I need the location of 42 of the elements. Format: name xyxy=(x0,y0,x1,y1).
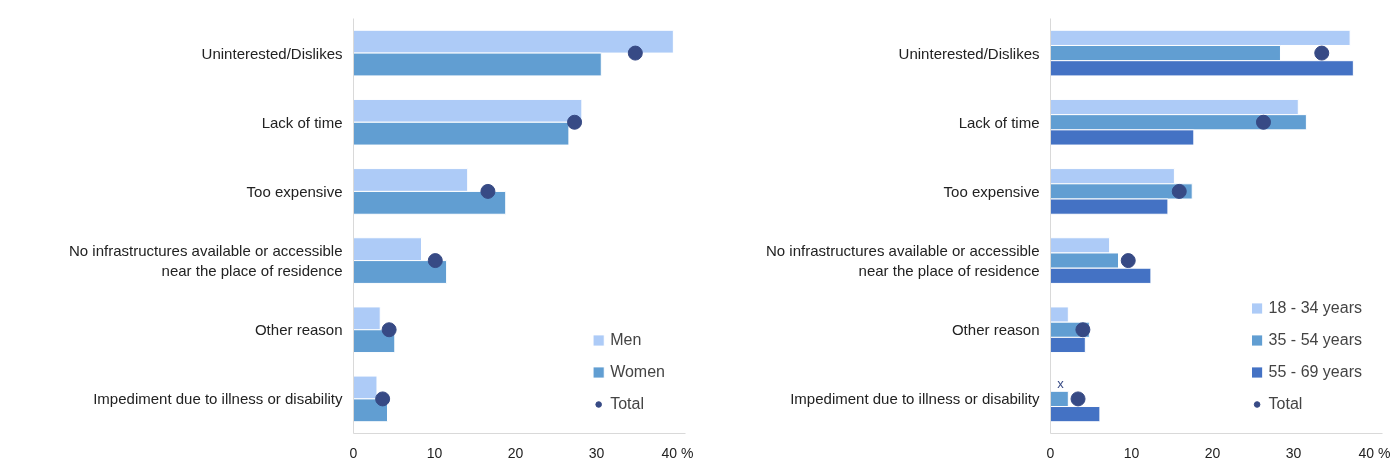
legend-label: 18 - 34 years xyxy=(1268,299,1362,317)
legend-label: 55 - 69 years xyxy=(1268,363,1362,381)
y-tick-label: Too expensive xyxy=(246,182,343,200)
y-tick-label: Too expensive xyxy=(943,182,1040,200)
y-tick-label: Impediment due to illness or disability xyxy=(790,390,1040,408)
x-tick-label: 10 xyxy=(1123,444,1140,461)
y-tick-label: Lack of time xyxy=(261,113,343,131)
point xyxy=(627,45,643,61)
y-tick-label: Uninterested/Dislikes xyxy=(898,44,1040,62)
x-tick-label: 30 xyxy=(588,444,605,461)
legend-label: Total xyxy=(610,395,644,413)
x-tick-label: 40 % xyxy=(661,444,694,461)
y-tick-label: Lack of time xyxy=(958,113,1040,131)
y-tick-label: Impediment due to illness or disability xyxy=(93,390,343,408)
y-tick-label: Other reason xyxy=(254,321,343,339)
x-tick-label: 40 % xyxy=(1358,444,1391,461)
legend-label: Women xyxy=(610,363,665,381)
legend-label: 35 - 54 years xyxy=(1268,331,1362,349)
point xyxy=(375,391,391,407)
point xyxy=(1314,45,1330,61)
point xyxy=(567,114,583,130)
legend-label: Total xyxy=(1268,395,1303,413)
x-tick-label: 0 xyxy=(349,444,358,461)
y-tick-label: Other reason xyxy=(951,321,1040,339)
point xyxy=(427,253,443,269)
legend-label: Men xyxy=(610,331,642,349)
point xyxy=(1070,391,1086,407)
x-tick-label: 20 xyxy=(1204,444,1221,461)
point xyxy=(1171,183,1187,199)
y-tick-label: No infrastructures available or accessible near the place of residence xyxy=(69,241,343,280)
x-tick-label: 10 xyxy=(426,444,443,461)
point xyxy=(480,183,496,199)
x-tick-label: 30 xyxy=(1285,444,1302,461)
annotation: x xyxy=(1057,376,1065,392)
point xyxy=(381,322,397,338)
point xyxy=(1075,322,1091,338)
point xyxy=(1255,114,1271,130)
x-tick-label: 20 xyxy=(507,444,524,461)
x-tick-label: 0 xyxy=(1046,444,1055,461)
y-tick-label: No infrastructures available or accessible near the place of residence xyxy=(766,241,1040,280)
y-tick-label: Uninterested/Dislikes xyxy=(201,44,343,62)
point xyxy=(1120,253,1136,269)
